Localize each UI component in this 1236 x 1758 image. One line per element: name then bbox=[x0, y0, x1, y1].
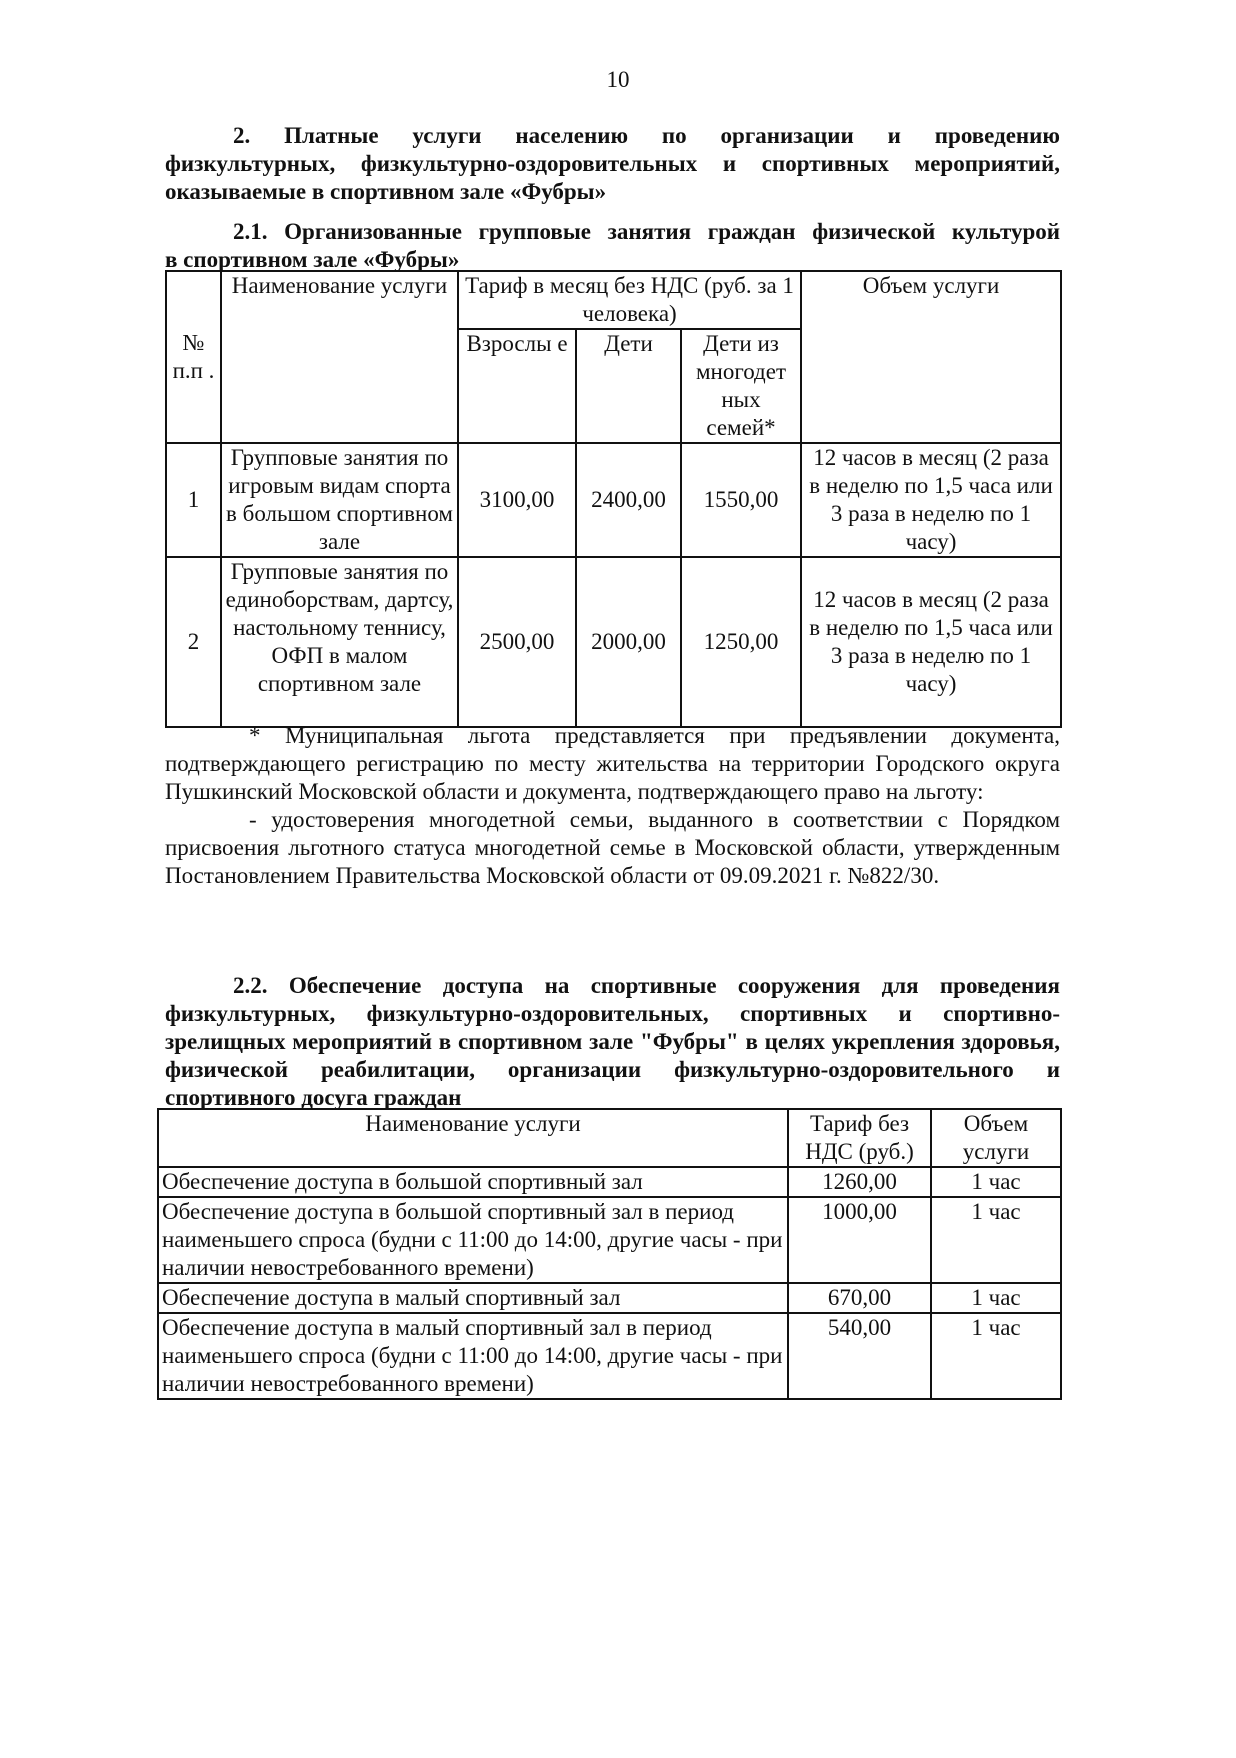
table-row: Обеспечение доступа в большой спортивный… bbox=[157, 1166, 1062, 1198]
footnote-paragraph: * Муниципальная льгота представляется пр… bbox=[165, 723, 1060, 804]
heading-line: оказываемые в спортивном зале «Фубры» bbox=[165, 179, 607, 204]
cell-tariff: 1000,00 bbox=[787, 1196, 932, 1284]
cell-tariff: 670,00 bbox=[787, 1282, 932, 1314]
table-row: Обеспечение доступа в большой спортивный… bbox=[157, 1196, 1062, 1284]
table-row: Обеспечение доступа в малый спортивный з… bbox=[157, 1282, 1062, 1314]
footnote: * Муниципальная льгота представляется пр… bbox=[165, 722, 1060, 890]
cell-children: 2400,00 bbox=[575, 442, 682, 558]
section-2-heading: 2. Платные услуги населению по организац… bbox=[165, 122, 1060, 206]
cell-tariff: 1260,00 bbox=[787, 1166, 932, 1198]
cell-volume: 1 час bbox=[930, 1166, 1062, 1198]
cell-volume: 1 час bbox=[930, 1282, 1062, 1314]
footnote-paragraph: - удостоверения многодетной семьи, выдан… bbox=[165, 807, 1060, 888]
section-2-1-heading: 2.1. Организованные групповые занятия гр… bbox=[165, 218, 1060, 274]
table-row: Обеспечение доступа в малый спортивный з… bbox=[157, 1312, 1062, 1400]
cell-num: 1 bbox=[165, 442, 222, 558]
header-adults: Взрослы е bbox=[457, 328, 577, 444]
cell-children: 2000,00 bbox=[575, 556, 682, 728]
table-row: 2 Групповые занятия по единоборствам, да… bbox=[165, 556, 1063, 728]
heading-line: физкультурных, физкультурно-оздоровитель… bbox=[165, 151, 1060, 176]
header-volume: Объем услуги bbox=[800, 270, 1063, 444]
cell-volume: 1 час bbox=[930, 1196, 1062, 1284]
cell-name: Групповые занятия по единоборствам, дарт… bbox=[220, 556, 459, 728]
tariff-table-access: Наименование услуги Тариф без НДС (руб.)… bbox=[157, 1108, 1062, 1400]
header-large-families: Дети из многодет ных семей* bbox=[679, 328, 803, 444]
tariff-table-group-classes: № п.п . Наименование услуги Тариф в меся… bbox=[165, 270, 1063, 728]
header-children: Дети bbox=[575, 328, 682, 444]
header-volume: Объем услуги bbox=[930, 1108, 1062, 1168]
cell-volume: 12 часов в месяц (2 раза в неделю по 1,5… bbox=[800, 442, 1063, 558]
header-tariff: Тариф в месяц без НДС (руб. за 1 человек… bbox=[456, 270, 803, 330]
section-2-2-heading: 2.2. Обеспечение доступа на спортивные с… bbox=[165, 973, 1060, 1110]
cell-volume: 12 часов в месяц (2 раза в неделю по 1,5… bbox=[800, 556, 1063, 728]
cell-name: Обеспечение доступа в малый спортивный з… bbox=[157, 1312, 789, 1400]
header-name: Наименование услуги bbox=[157, 1108, 789, 1168]
table-row: 1 Групповые занятия по игровым видам спо… bbox=[165, 442, 1063, 558]
header-name: Наименование услуги bbox=[220, 270, 459, 444]
cell-large-families: 1550,00 bbox=[679, 442, 803, 558]
heading-line: в спортивном зале «Фубры» bbox=[165, 247, 460, 272]
cell-num: 2 bbox=[165, 556, 222, 728]
cell-adults: 2500,00 bbox=[457, 556, 577, 728]
cell-name: Обеспечение доступа в большой спортивный… bbox=[157, 1196, 789, 1284]
cell-adults: 3100,00 bbox=[457, 442, 577, 558]
cell-name: Обеспечение доступа в малый спортивный з… bbox=[157, 1282, 789, 1314]
heading-line: 2. Платные услуги населению по организац… bbox=[233, 123, 1060, 148]
header-num: № п.п . bbox=[165, 270, 222, 444]
page-number: 10 bbox=[606, 67, 630, 92]
cell-name: Групповые занятия по игровым видам спорт… bbox=[220, 442, 459, 558]
header-tariff: Тариф без НДС (руб.) bbox=[787, 1108, 932, 1168]
cell-volume: 1 час bbox=[930, 1312, 1062, 1400]
cell-name: Обеспечение доступа в большой спортивный… bbox=[157, 1166, 789, 1198]
cell-large-families: 1250,00 bbox=[679, 556, 803, 728]
cell-tariff: 540,00 bbox=[787, 1312, 932, 1400]
heading-line: 2.1. Организованные групповые занятия гр… bbox=[233, 219, 1060, 244]
